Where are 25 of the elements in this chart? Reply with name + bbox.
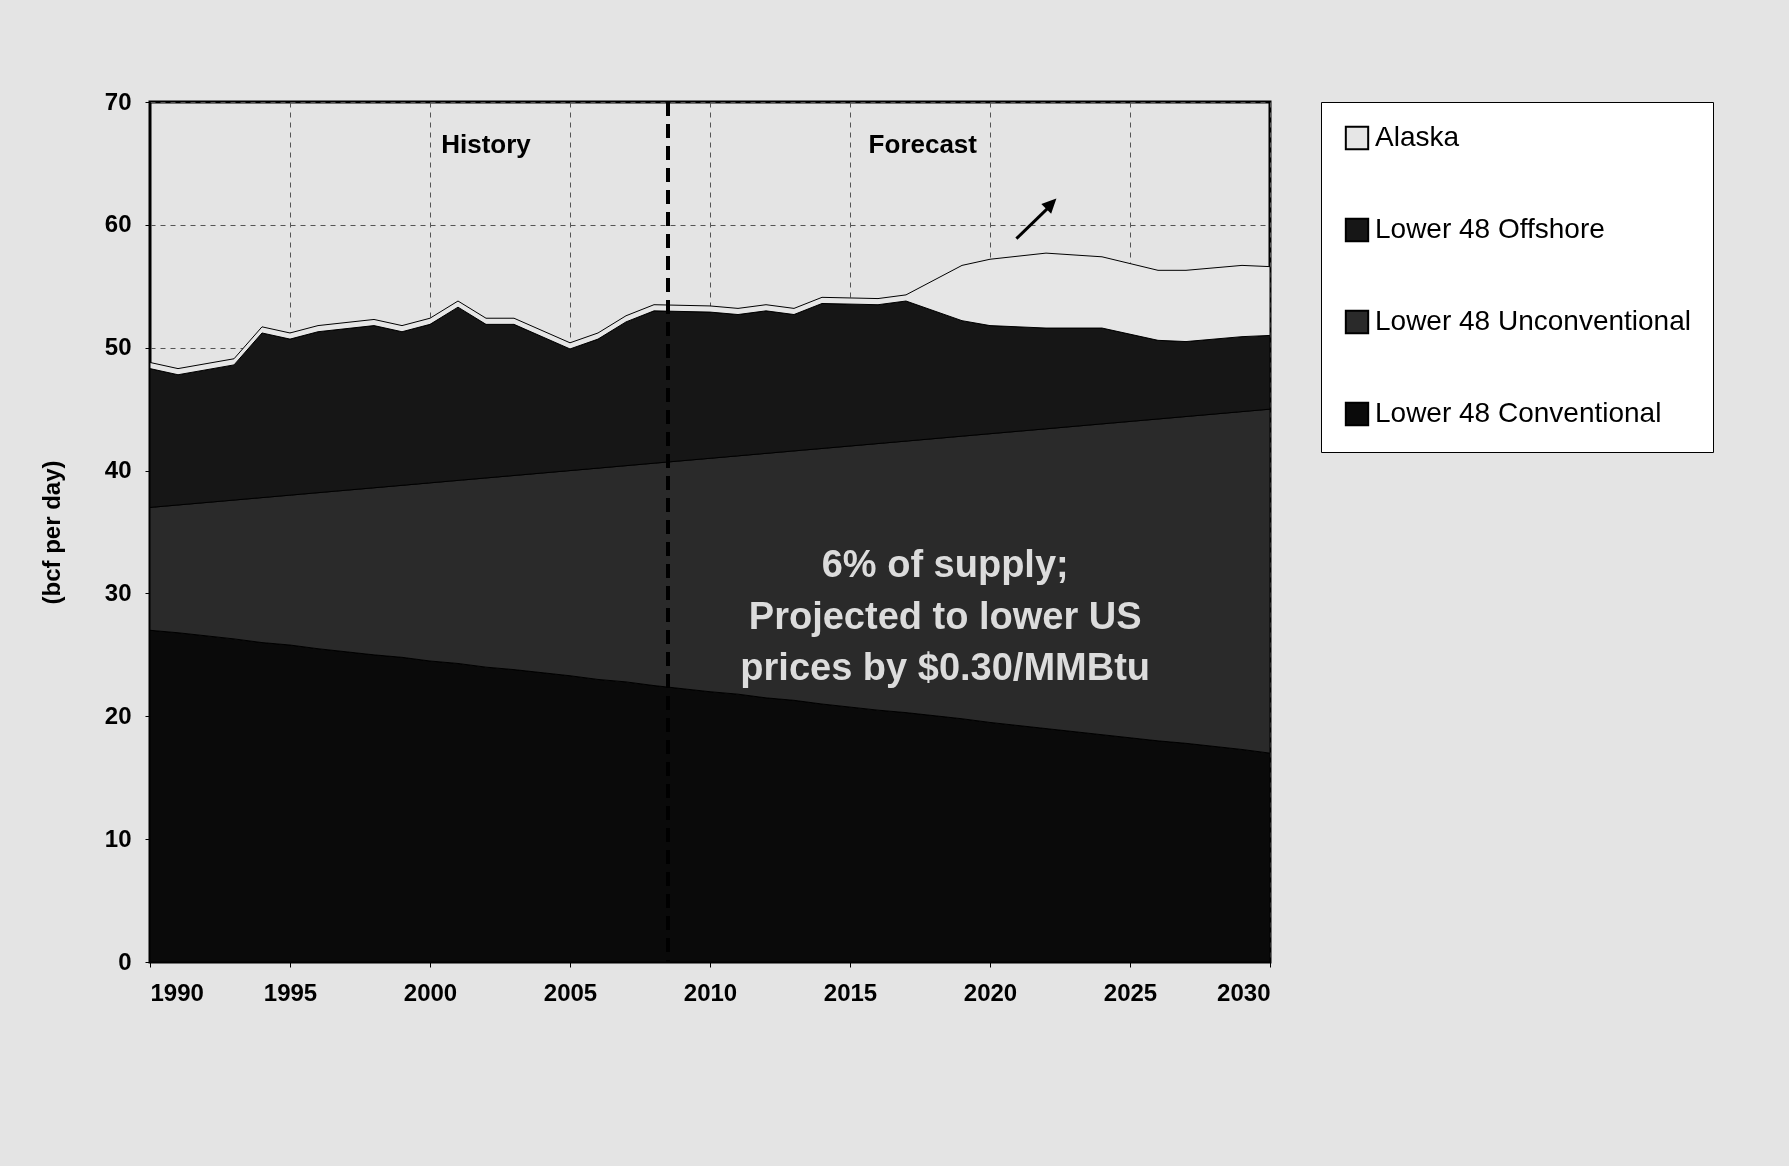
x-tick-label: 2010: [683, 978, 738, 1006]
y-tick-label: 50: [104, 333, 132, 361]
y-tick-label: 70: [104, 87, 132, 115]
x-tick-label: 2000: [403, 978, 458, 1006]
x-tick-label: 2025: [1103, 978, 1158, 1006]
y-tick-label: 10: [104, 824, 132, 852]
legend-label: Alaska: [1375, 121, 1460, 152]
y-tick-label: 40: [104, 456, 132, 484]
x-tick-label: 2020: [963, 978, 1018, 1006]
x-tick-label: 1995: [263, 978, 318, 1006]
x-tick-label: 1990: [150, 978, 204, 1006]
x-tick-label: 2030: [1217, 978, 1271, 1006]
y-tick-label: 30: [104, 578, 132, 606]
annotation: History: [441, 129, 532, 159]
y-axis-title: (bcf per day): [37, 460, 65, 605]
y-tick-label: 60: [104, 210, 132, 238]
annotation: Forecast: [868, 129, 978, 159]
y-tick-label: 20: [104, 701, 132, 729]
annotation: 6% of supply; Projected to lower US prices by $0.30/MMBtu: [740, 543, 1151, 688]
legend-label: Lower 48 Unconventional: [1375, 305, 1691, 336]
x-tick-label: 2005: [543, 978, 598, 1006]
legend-label: Lower 48 Offshore: [1375, 213, 1605, 244]
y-tick-label: 0: [118, 947, 132, 975]
legend-label: Lower 48 Conventional: [1375, 397, 1662, 428]
x-tick-label: 2015: [823, 978, 878, 1006]
